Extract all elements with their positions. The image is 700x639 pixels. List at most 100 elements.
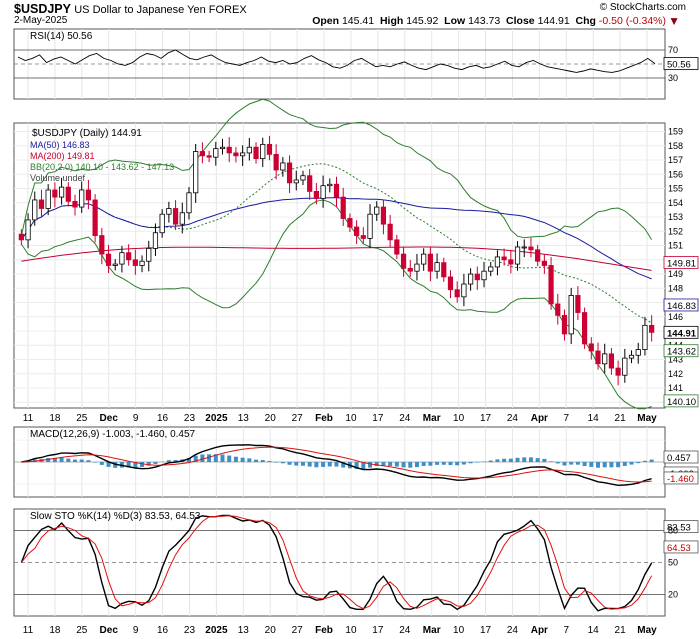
value-tag-label: 146.83 (667, 301, 696, 312)
candle-body (474, 273, 480, 281)
candle-body (293, 179, 299, 184)
candle-body (400, 253, 407, 269)
candle-body (427, 253, 433, 272)
macd-histogram-bar (542, 458, 547, 462)
candle-body (468, 273, 474, 285)
macd-value-tag (663, 471, 699, 485)
legend-bb: BB(20,2.0) 140.10 - 143.62 - 147.13 (30, 162, 174, 172)
candle-body (414, 263, 420, 272)
rsi-value-tag (663, 57, 699, 71)
candle-body (602, 353, 608, 365)
sto-title: Slow STO %K(14) %D(3) 83.53, 64.53 (30, 511, 201, 522)
macd-histogram-bar (52, 458, 57, 462)
candle-body (421, 253, 427, 265)
candle-body (561, 314, 568, 335)
macd-histogram-bar (113, 462, 118, 468)
x-tick-label: Dec (100, 413, 119, 424)
macd-histogram-bar (321, 462, 326, 467)
chart-header: $USDJPY US Dollar to Japanese Yen FOREX … (0, 0, 700, 28)
x-tick-label: 24 (507, 413, 519, 424)
open-label: Open (312, 15, 340, 27)
y-tick-label: 157 (668, 155, 683, 165)
macd-histogram-bar (300, 462, 305, 466)
candle-body (615, 367, 621, 376)
macd-value-label: 0.457 (667, 453, 691, 464)
x-tick-label: 13 (238, 413, 250, 424)
candle-body (434, 262, 440, 272)
chg-label: Chg (575, 15, 596, 27)
candle-body (38, 199, 45, 209)
macd-histogram-bar (220, 454, 225, 462)
macd-histogram-bar (207, 454, 212, 462)
value-tag-label: 149.81 (667, 259, 696, 270)
macd-histogram-bar (327, 462, 332, 467)
candle-body (32, 199, 38, 221)
macd-histogram-bar (274, 462, 279, 463)
candle-body (260, 143, 266, 160)
date-label: 2-May-2025 (14, 15, 68, 26)
macd-histogram-bar (46, 458, 51, 462)
sto-k-line (20, 514, 653, 612)
rsi-line (17, 49, 656, 73)
macd-histogram-bar (441, 462, 446, 465)
y-tick-label: 154 (668, 198, 683, 208)
value-tag-label: 140.10 (667, 397, 696, 408)
macd-histogram-bar (146, 462, 151, 466)
x-tick-label: 23 (184, 413, 196, 424)
candle-body (179, 212, 185, 225)
x-tick-label: Apr (531, 413, 548, 424)
y-tick-label: 142 (668, 369, 683, 379)
candle-body (454, 289, 460, 298)
x-tick-label: 18 (49, 413, 61, 424)
macd-histogram-bar (408, 462, 413, 468)
candle-body (166, 208, 172, 215)
candle-body (528, 246, 534, 251)
candle-body (394, 239, 400, 255)
legend-ma50: MA(50) 146.83 (30, 140, 90, 150)
candle-body (494, 256, 501, 268)
macd-histogram-bar (233, 456, 238, 462)
x-tick-label: 14 (588, 625, 600, 636)
y-tick-label: 155 (668, 184, 683, 194)
macd-histogram-bar (79, 459, 84, 462)
macd-signal-line (21, 446, 652, 483)
x-tick-label: 23 (184, 625, 196, 636)
macd-histogram-bar (575, 462, 580, 465)
candle-body (327, 183, 333, 187)
x-tick-label: Mar (423, 413, 441, 424)
candle-body (199, 151, 205, 157)
candle-body (139, 260, 145, 266)
candle-body (72, 200, 78, 208)
macd-histogram-bar (508, 458, 513, 462)
macd-histogram-bar (388, 462, 393, 466)
macd-histogram-bar (193, 455, 198, 462)
macd-histogram-bar (455, 462, 460, 466)
y-tick-label: 153 (668, 212, 683, 222)
close-label: Close (506, 15, 535, 27)
x-tick-label: 24 (507, 625, 519, 636)
macd-histogram-bar (240, 457, 245, 462)
value-tag (663, 256, 699, 269)
candle-body (461, 283, 467, 298)
macd-histogram-bar (649, 459, 654, 462)
x-tick-label: 17 (372, 625, 384, 636)
macd-histogram-bar (99, 462, 104, 465)
candle-body (581, 312, 588, 345)
macd-histogram-bar (549, 461, 554, 462)
sto-tick-label: 50 (668, 558, 678, 568)
y-tick-label: 141 (668, 383, 683, 393)
candle-body (213, 148, 219, 158)
macd-histogram-bar (307, 462, 312, 467)
macd-histogram-bar (414, 462, 419, 468)
rsi-value-label: 50.56 (667, 60, 691, 71)
macd-histogram-bar (596, 462, 601, 468)
down-arrow-icon: ▼ (668, 14, 680, 28)
candle-body (360, 235, 366, 239)
x-tick-label: 20 (265, 413, 277, 424)
macd-histogram-bar (294, 462, 299, 466)
candle-body (186, 192, 192, 214)
y-tick-label: 149 (668, 269, 683, 279)
macd-histogram-bar (341, 462, 346, 468)
candle-body (488, 266, 494, 272)
